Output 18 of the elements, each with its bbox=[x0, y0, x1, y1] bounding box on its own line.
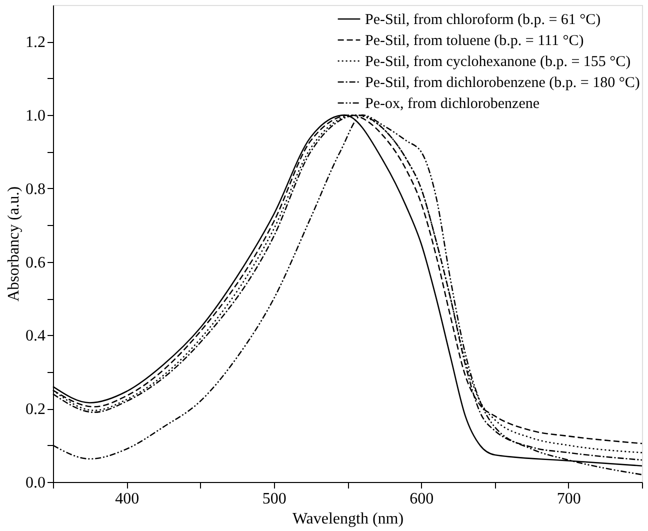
legend-label: Pe-ox, from dichlorobenzene bbox=[365, 96, 540, 112]
y-tick-label: 0.2 bbox=[26, 401, 46, 418]
y-tick-label: 1.2 bbox=[26, 34, 46, 52]
y-tick-label: 0.4 bbox=[26, 328, 46, 345]
x-axis-title: Wavelength (nm) bbox=[292, 510, 404, 528]
y-tick-label: 0.8 bbox=[26, 180, 46, 198]
y-tick-label: 0.0 bbox=[26, 474, 46, 492]
legend-label: Pe-Stil, from toluene (b.p. = 111 °C) bbox=[365, 33, 584, 49]
legend-label: Pe-Stil, from cyclohexanone (b.p. = 155 °C) bbox=[365, 54, 631, 70]
x-tick-label: 700 bbox=[556, 490, 581, 508]
legend-label: Pe-Stil, from dichlorobenzene (b.p. = 180 °C) bbox=[365, 75, 640, 91]
x-tick-label: 600 bbox=[410, 490, 434, 508]
y-tick-label: 1.0 bbox=[26, 108, 46, 125]
y-axis-title: Absorbancy (a.u.) bbox=[6, 186, 22, 302]
legend-label: Pe-Stil, from chloroform (b.p. = 61 °C) bbox=[365, 12, 601, 28]
x-tick-label: 400 bbox=[115, 490, 140, 508]
y-tick-label: 0.6 bbox=[26, 254, 46, 272]
x-tick-label: 500 bbox=[262, 490, 286, 508]
